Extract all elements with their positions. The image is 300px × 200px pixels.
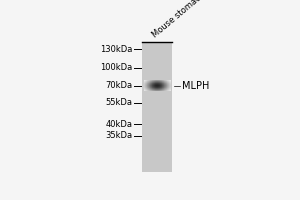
Text: 100kDa: 100kDa [100, 63, 133, 72]
Text: MLPH: MLPH [182, 81, 209, 91]
Text: Mouse stomach: Mouse stomach [150, 0, 207, 39]
FancyBboxPatch shape [142, 42, 172, 172]
Text: 35kDa: 35kDa [106, 131, 133, 140]
Text: 130kDa: 130kDa [100, 45, 133, 54]
Text: 40kDa: 40kDa [106, 120, 133, 129]
Text: 70kDa: 70kDa [106, 81, 133, 90]
Text: 55kDa: 55kDa [106, 98, 133, 107]
